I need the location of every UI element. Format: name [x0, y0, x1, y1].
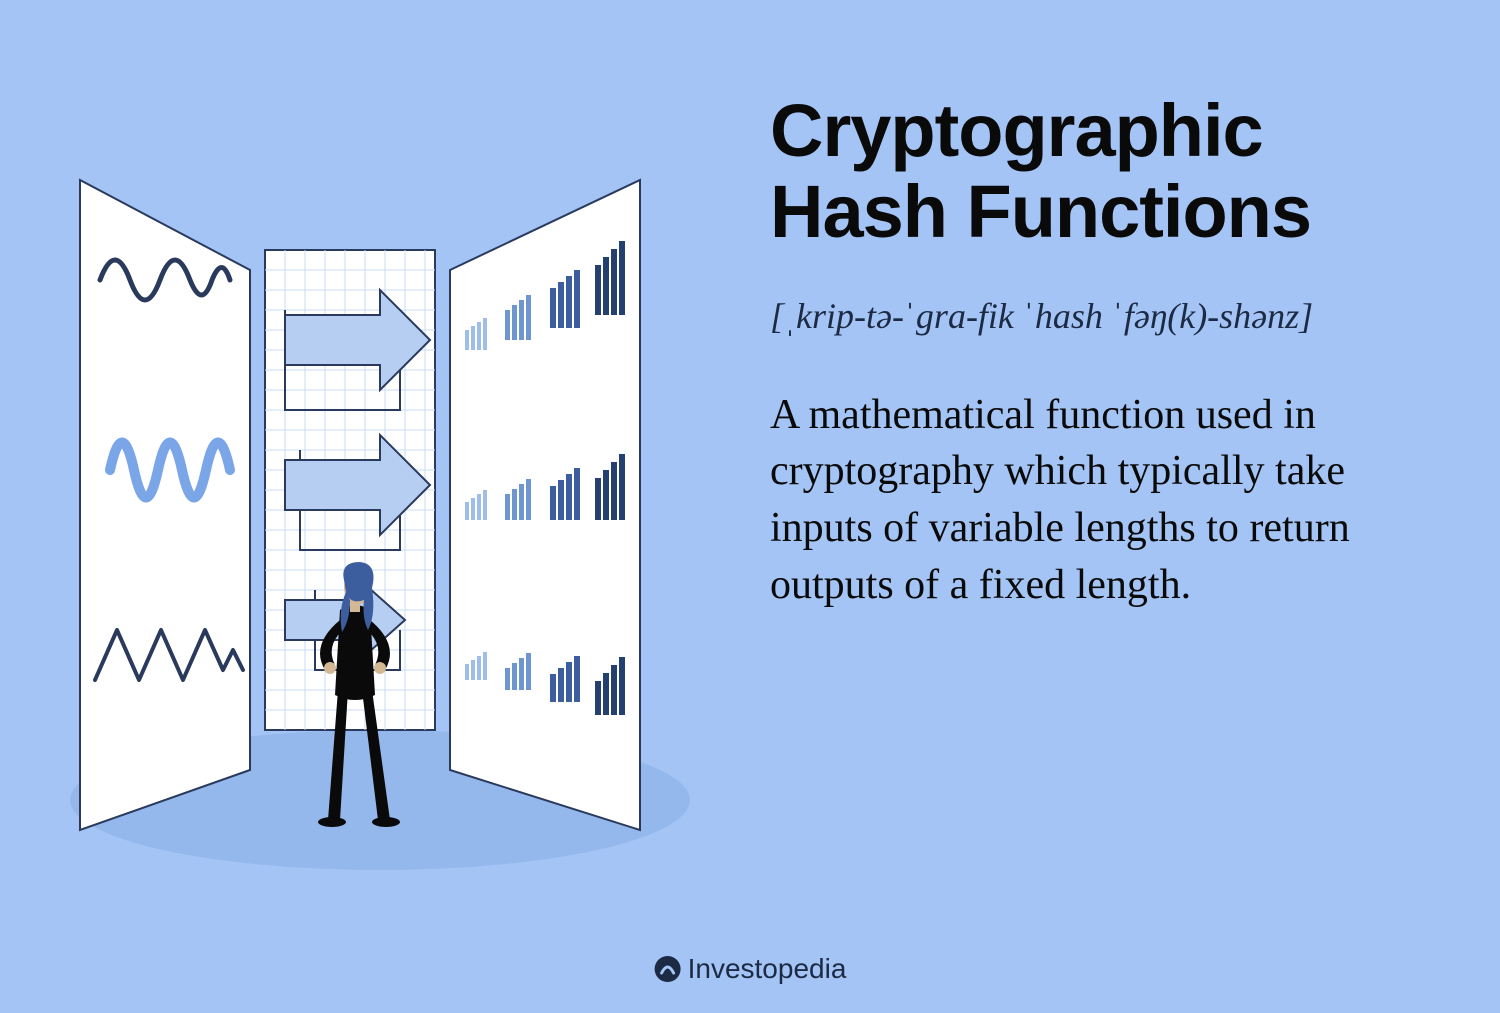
panel-right — [450, 180, 640, 830]
infographic-container: CryptographicHash Functions [ˌkrip-tə-ˈg… — [0, 0, 1500, 1013]
text-block: CryptographicHash Functions [ˌkrip-tə-ˈg… — [770, 90, 1430, 614]
pronunciation: [ˌkrip-tə-ˈgra-fik ˈhash ˈfəŋ(k)-shənz] — [770, 295, 1430, 337]
panel-left — [80, 180, 250, 830]
attribution: Investopedia — [654, 953, 847, 985]
title: CryptographicHash Functions — [770, 90, 1430, 253]
attribution-label: Investopedia — [688, 953, 847, 985]
definition: A mathematical function used in cryptogr… — [770, 387, 1430, 614]
illustration — [60, 150, 700, 870]
investopedia-icon — [654, 955, 682, 983]
